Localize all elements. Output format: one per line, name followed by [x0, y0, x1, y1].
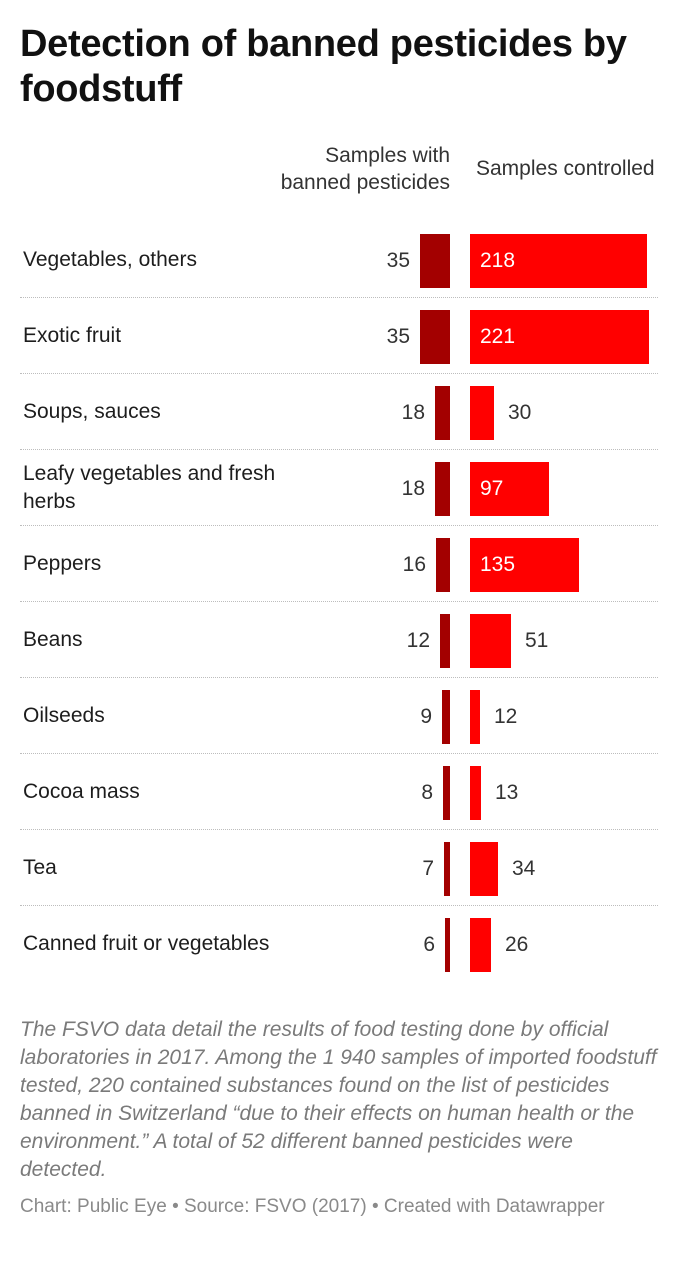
bar-controlled — [470, 538, 579, 592]
column-header-banned: Samples with banned pesticides — [280, 144, 450, 194]
category-label: Beans — [23, 628, 83, 651]
chart-row: Peppers 16 135 — [20, 526, 658, 602]
bar-banned — [435, 386, 450, 440]
chart-row: Vegetables, others 35 218 — [20, 222, 658, 298]
chart-row: Exotic fruit 35 221 — [20, 298, 658, 374]
category-label: Exotic fruit — [23, 324, 122, 347]
value-label-banned: 35 — [386, 325, 410, 348]
category-label: Cocoa mass — [23, 780, 140, 803]
value-label-controlled: 12 — [494, 705, 518, 728]
bar-controlled — [470, 690, 480, 744]
bar-banned — [436, 538, 450, 592]
value-label-controlled: 30 — [508, 401, 532, 424]
chart-row: Soups, sauces 18 30 — [20, 374, 658, 450]
bar-banned — [443, 766, 450, 820]
bar-banned — [442, 690, 450, 744]
category-label: Peppers — [23, 552, 102, 575]
chart-notes: The FSVO data detail the results of food… — [20, 1018, 657, 1181]
value-label-controlled: 13 — [495, 781, 519, 804]
chart-row: Tea 7 34 — [20, 830, 658, 906]
category-label: Leafy vegetables and fresh herbs — [23, 462, 276, 513]
value-label-controlled: 221 — [480, 325, 516, 348]
value-label-banned: 18 — [401, 401, 425, 424]
value-label-banned: 18 — [401, 477, 425, 500]
category-label: Tea — [23, 856, 57, 879]
value-label-controlled: 34 — [512, 857, 536, 880]
bar-controlled — [470, 918, 491, 972]
bar-banned — [420, 310, 450, 364]
bar-controlled — [470, 766, 481, 820]
chart-row: Beans 12 51 — [20, 602, 658, 678]
category-label: Soups, sauces — [23, 400, 161, 423]
category-label: Canned fruit or vegetables — [23, 932, 270, 955]
value-label-controlled: 218 — [480, 249, 516, 272]
chart-row: Leafy vegetables and fresh herbs 18 97 — [20, 450, 658, 526]
value-label-controlled: 97 — [480, 477, 504, 500]
chart-footer: Chart: Public Eye • Source: FSVO (2017) … — [20, 1196, 605, 1217]
value-label-banned: 7 — [422, 857, 434, 880]
value-label-banned: 35 — [386, 249, 410, 272]
chart-row: Cocoa mass 8 13 — [20, 754, 658, 830]
bar-banned — [440, 614, 450, 668]
value-label-banned: 16 — [402, 553, 426, 576]
bar-banned — [444, 842, 450, 896]
bar-banned — [445, 918, 450, 972]
bar-controlled — [470, 234, 647, 288]
bar-banned — [435, 462, 450, 516]
chart-row: Oilseeds 9 12 — [20, 678, 658, 754]
chart-row: Canned fruit or vegetables 6 26 — [20, 906, 658, 982]
bar-banned — [420, 234, 450, 288]
value-label-controlled: 51 — [525, 629, 549, 652]
bar-controlled — [470, 386, 494, 440]
bar-controlled — [470, 614, 511, 668]
value-label-banned: 8 — [421, 781, 433, 804]
column-header-controlled: Samples controlled — [476, 157, 655, 180]
bar-controlled — [470, 462, 549, 516]
value-label-controlled: 26 — [505, 933, 529, 956]
category-label: Vegetables, others — [23, 248, 197, 271]
category-label: Oilseeds — [23, 704, 105, 727]
value-label-banned: 6 — [423, 933, 435, 956]
chart-title: Detection of banned pesticides by foodst… — [20, 23, 627, 110]
value-label-banned: 12 — [406, 629, 430, 652]
bar-controlled — [470, 310, 649, 364]
value-label-banned: 9 — [420, 705, 432, 728]
value-label-controlled: 135 — [480, 553, 516, 576]
bar-controlled — [470, 842, 498, 896]
